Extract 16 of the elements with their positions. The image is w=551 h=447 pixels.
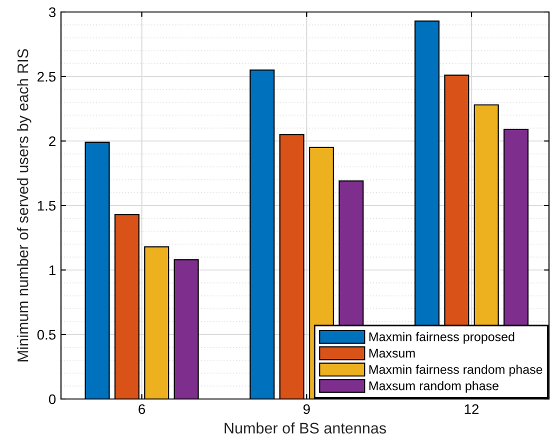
y-tick-label: 1 bbox=[49, 265, 56, 276]
y-axis-title: Minimum number of served users by each RIS bbox=[17, 49, 32, 362]
legend-label: Maxsum bbox=[369, 348, 415, 358]
legend-label: Maxmin fairness random phase bbox=[369, 364, 542, 376]
y-tick-label: 2 bbox=[49, 136, 56, 146]
legend-label: Maxsum random phase bbox=[369, 381, 498, 393]
legend-label: Maxmin fairness proposed bbox=[369, 332, 514, 344]
x-axis-title: Number of BS antennas bbox=[224, 422, 386, 434]
y-tick-label: 0.5 bbox=[37, 330, 56, 340]
x-tick-label: 6 bbox=[138, 404, 146, 414]
y-tick-label: 2.5 bbox=[38, 72, 56, 82]
y-tick-label: 1.5 bbox=[38, 200, 56, 211]
y-tick-label: 3 bbox=[48, 7, 56, 18]
y-tick-label: 0 bbox=[48, 394, 56, 404]
x-tick-label: 12 bbox=[464, 404, 479, 414]
x-tick-label: 9 bbox=[303, 404, 310, 414]
